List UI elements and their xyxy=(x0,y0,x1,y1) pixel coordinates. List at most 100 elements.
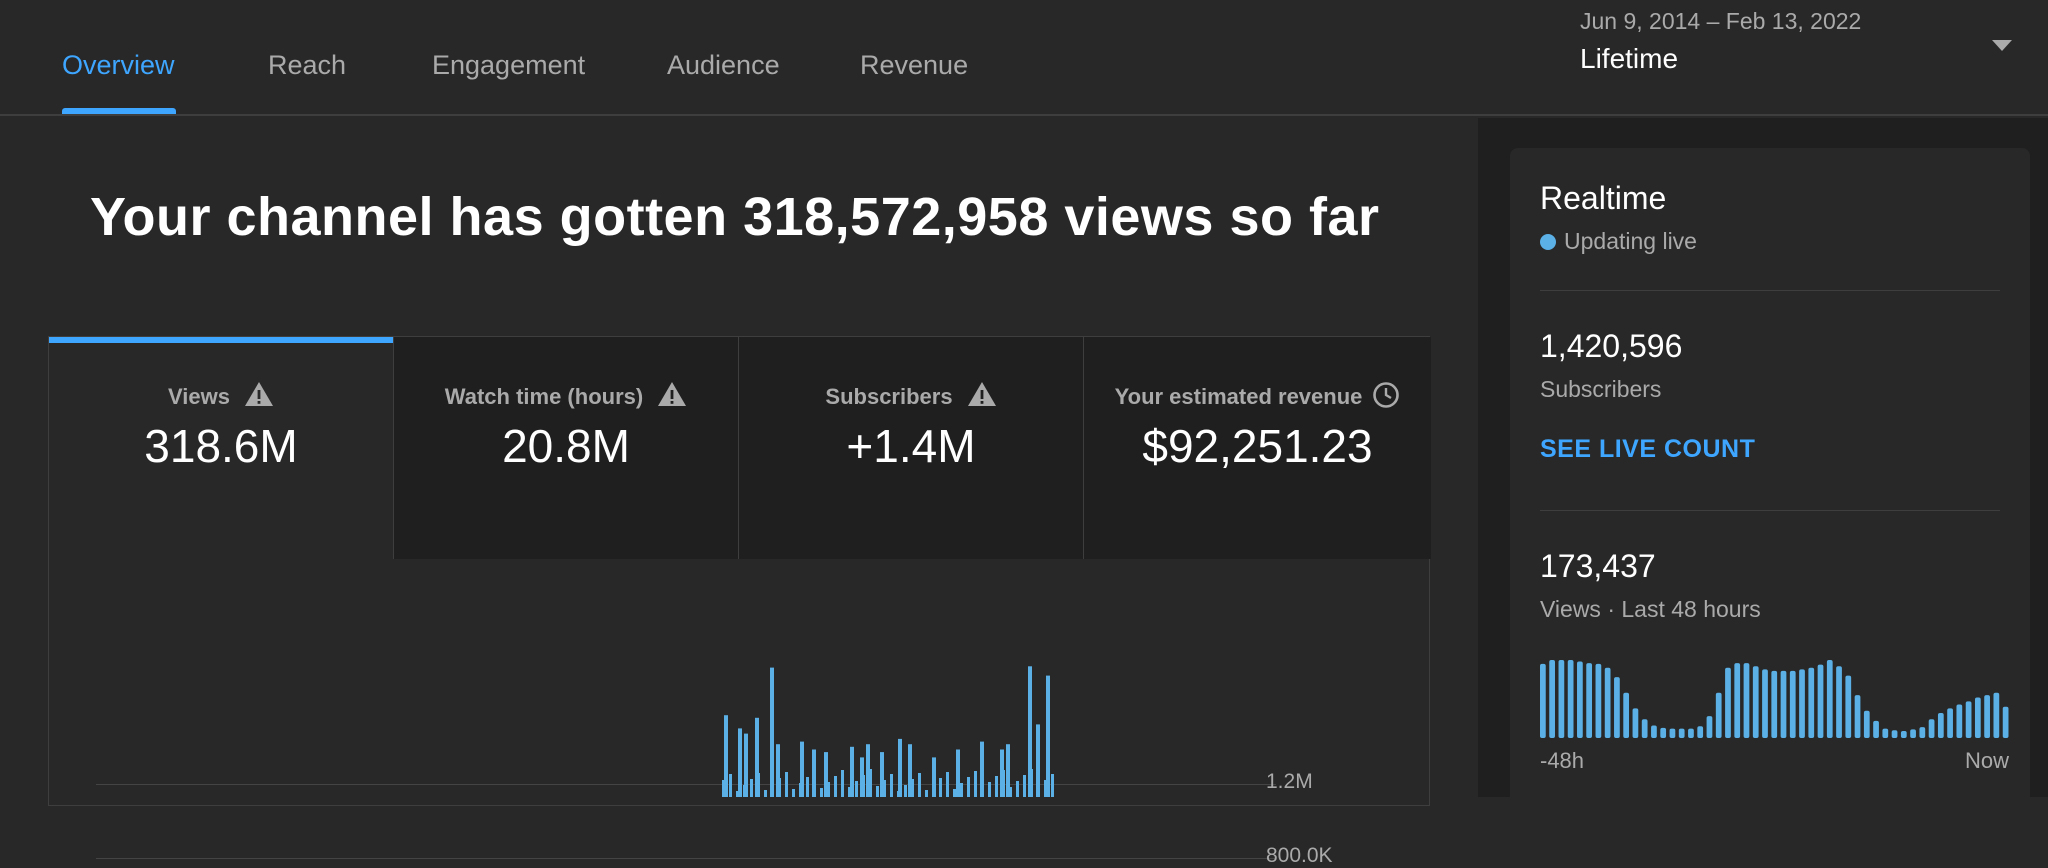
realtime-bar xyxy=(1845,675,1852,738)
tab-revenue[interactable]: Revenue xyxy=(860,50,969,80)
realtime-title: Realtime xyxy=(1540,180,1667,216)
metric-label-container: Your estimated revenue xyxy=(1084,381,1431,410)
realtime-bar xyxy=(1826,660,1833,738)
realtime-bar xyxy=(1789,670,1796,738)
realtime-bar xyxy=(1882,728,1889,738)
see-live-count-link[interactable]: SEE LIVE COUNT xyxy=(1540,435,1756,463)
realtime-bar xyxy=(1567,660,1574,738)
realtime-bar xyxy=(1919,727,1926,738)
realtime-bar xyxy=(1614,677,1620,738)
tab-reach[interactable]: Reach xyxy=(268,50,347,80)
metric-label-container: Watch time (hours) xyxy=(394,381,738,410)
overview-main: Your channel has gotten 318,572,958 view… xyxy=(0,118,1478,867)
realtime-bar xyxy=(1780,670,1787,738)
realtime-bar xyxy=(1863,710,1870,738)
realtime-bar xyxy=(1540,663,1546,738)
clock-icon xyxy=(1373,382,1400,408)
metric-tab-watch-time[interactable]: Watch time (hours) 20.8M xyxy=(394,337,739,559)
y-tick-label: 800.0K xyxy=(1266,844,1333,867)
realtime-bar xyxy=(1891,730,1898,738)
realtime-bar xyxy=(1651,725,1657,738)
realtime-bar xyxy=(1586,663,1593,738)
date-range-text: Jun 9, 2014 – Feb 13, 2022 xyxy=(1580,8,1862,34)
realtime-bar xyxy=(1604,667,1611,738)
active-tab-indicator xyxy=(62,108,176,114)
realtime-views-chart xyxy=(1540,660,2009,738)
realtime-axis-end: Now xyxy=(1965,748,2010,773)
warning-icon xyxy=(244,382,273,406)
metric-label: Your estimated revenue xyxy=(1114,384,1363,409)
gridline xyxy=(96,784,1276,785)
realtime-bar xyxy=(1725,667,1731,738)
realtime-bar xyxy=(1799,669,1805,738)
metric-tab-subscribers[interactable]: Subscribers +1.4M xyxy=(739,337,1084,559)
realtime-bar xyxy=(1660,727,1667,738)
divider xyxy=(1540,510,2000,511)
realtime-bar xyxy=(1706,716,1713,738)
realtime-bar xyxy=(1956,704,1963,738)
realtime-bar xyxy=(1595,663,1602,738)
realtime-bar xyxy=(1623,692,1630,738)
metric-label: Watch time (hours) xyxy=(444,384,644,409)
realtime-bar xyxy=(1965,701,1972,738)
realtime-bar xyxy=(1836,666,1842,738)
realtime-bar xyxy=(1632,708,1639,738)
metric-tab-revenue[interactable]: Your estimated revenue $92,251.23 xyxy=(1084,337,1431,559)
metric-value: 20.8M xyxy=(502,420,630,472)
realtime-status-text: Updating live xyxy=(1564,228,1697,254)
realtime-views-count: 173,437 xyxy=(1540,548,1656,584)
realtime-bar xyxy=(2002,706,2009,738)
warning-icon xyxy=(658,382,687,406)
page-title: Your channel has gotten 318,572,958 view… xyxy=(90,187,1380,247)
realtime-bar xyxy=(1641,719,1648,738)
realtime-bar xyxy=(1817,664,1824,738)
metric-label: Subscribers xyxy=(825,384,953,409)
subscriber-count: 1,420,596 xyxy=(1540,328,1683,364)
realtime-bar xyxy=(1752,666,1759,738)
y-tick-label: 1.2M xyxy=(1266,770,1313,793)
realtime-bar xyxy=(1984,695,1990,738)
live-dot-icon xyxy=(1540,234,1556,250)
date-period-label: Lifetime xyxy=(1580,43,1679,74)
top-nav-bar: Overview Reach Engagement Audience Reven… xyxy=(0,0,2048,116)
realtime-bar xyxy=(1697,726,1704,738)
realtime-card: Realtime Updating live 1,420,596 Subscri… xyxy=(1510,148,2030,808)
realtime-bar xyxy=(1549,660,1555,738)
realtime-status: Updating live xyxy=(1540,228,1697,255)
date-range-selector[interactable]: Jun 9, 2014 – Feb 13, 2022 Lifetime xyxy=(1580,8,2020,82)
realtime-bar xyxy=(1669,728,1676,738)
metric-value: +1.4M xyxy=(846,420,976,472)
views-chart: 1.2M 800.0K xyxy=(48,548,1430,867)
realtime-bar xyxy=(1678,728,1685,738)
realtime-bar xyxy=(1974,697,1981,738)
realtime-views-label: Views · Last 48 hours xyxy=(1540,596,1761,622)
realtime-bar xyxy=(1808,667,1815,738)
realtime-bar xyxy=(1771,670,1778,738)
realtime-axis-start: -48h xyxy=(1540,748,1585,773)
realtime-bar xyxy=(1910,729,1916,738)
subscriber-label: Subscribers xyxy=(1540,376,1662,402)
metric-label-container: Views xyxy=(49,381,393,410)
metric-label: Views xyxy=(168,384,230,409)
tab-engagement[interactable]: Engagement xyxy=(432,50,586,80)
tab-audience[interactable]: Audience xyxy=(667,50,780,80)
metric-value: $92,251.23 xyxy=(1142,420,1373,472)
realtime-bar xyxy=(1947,708,1953,738)
realtime-bar xyxy=(1734,663,1741,738)
realtime-bar xyxy=(1937,713,1944,738)
metric-label-container: Subscribers xyxy=(739,381,1083,410)
gridline xyxy=(96,858,1276,859)
chevron-down-icon xyxy=(1992,40,2012,51)
tab-overview[interactable]: Overview xyxy=(62,50,175,80)
realtime-bar xyxy=(1854,695,1861,738)
metric-value: 318.6M xyxy=(144,420,298,472)
realtime-bar xyxy=(1577,661,1583,738)
metrics-card: Views 318.6M Watch time (hours) 20.8M Su… xyxy=(48,336,1431,806)
realtime-bar xyxy=(1873,720,1879,738)
metric-tab-views[interactable]: Views 318.6M xyxy=(49,337,394,559)
realtime-bar xyxy=(1715,692,1722,738)
selected-metric-indicator xyxy=(49,337,393,343)
realtime-bar xyxy=(1900,730,1907,738)
divider xyxy=(1540,290,2000,291)
realtime-bar xyxy=(1928,719,1935,738)
